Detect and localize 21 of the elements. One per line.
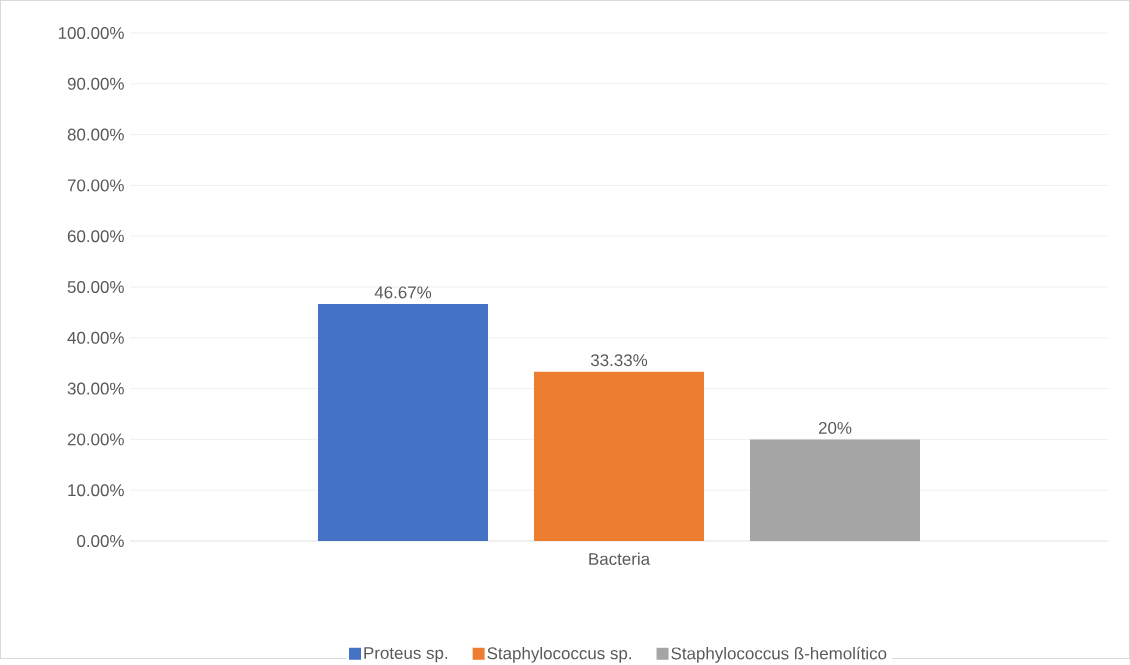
data-label: 20%: [818, 422, 852, 435]
bar: [750, 439, 921, 542]
y-tick-label: 20.00%: [67, 433, 124, 446]
y-tick-label: 80.00%: [67, 128, 124, 141]
y-tick-label: 10.00%: [68, 484, 124, 497]
data-label: 46.67%: [374, 286, 432, 299]
data-label: 33.33%: [590, 354, 648, 367]
y-tick-label: 0.00%: [77, 535, 124, 548]
y-tick-label: 70.00%: [67, 179, 124, 192]
y-tick-label: 50.00%: [67, 281, 124, 294]
legend-label: Staphylococcus ß-hemolítico: [671, 646, 887, 663]
y-tick-label: 90.00%: [67, 77, 124, 90]
y-tick-label: 100.00%: [58, 27, 124, 40]
y-tick-label: 30.00%: [67, 382, 124, 395]
bar: [318, 304, 489, 542]
y-tick-label: 40.00%: [67, 331, 124, 344]
legend-label: Staphylococcus sp.: [487, 647, 631, 663]
y-tick-label: 60.00%: [67, 230, 124, 243]
bar: [534, 371, 705, 542]
x-tick-label: Bacteria: [589, 552, 651, 566]
legend-label: Proteus sp.: [364, 647, 448, 663]
